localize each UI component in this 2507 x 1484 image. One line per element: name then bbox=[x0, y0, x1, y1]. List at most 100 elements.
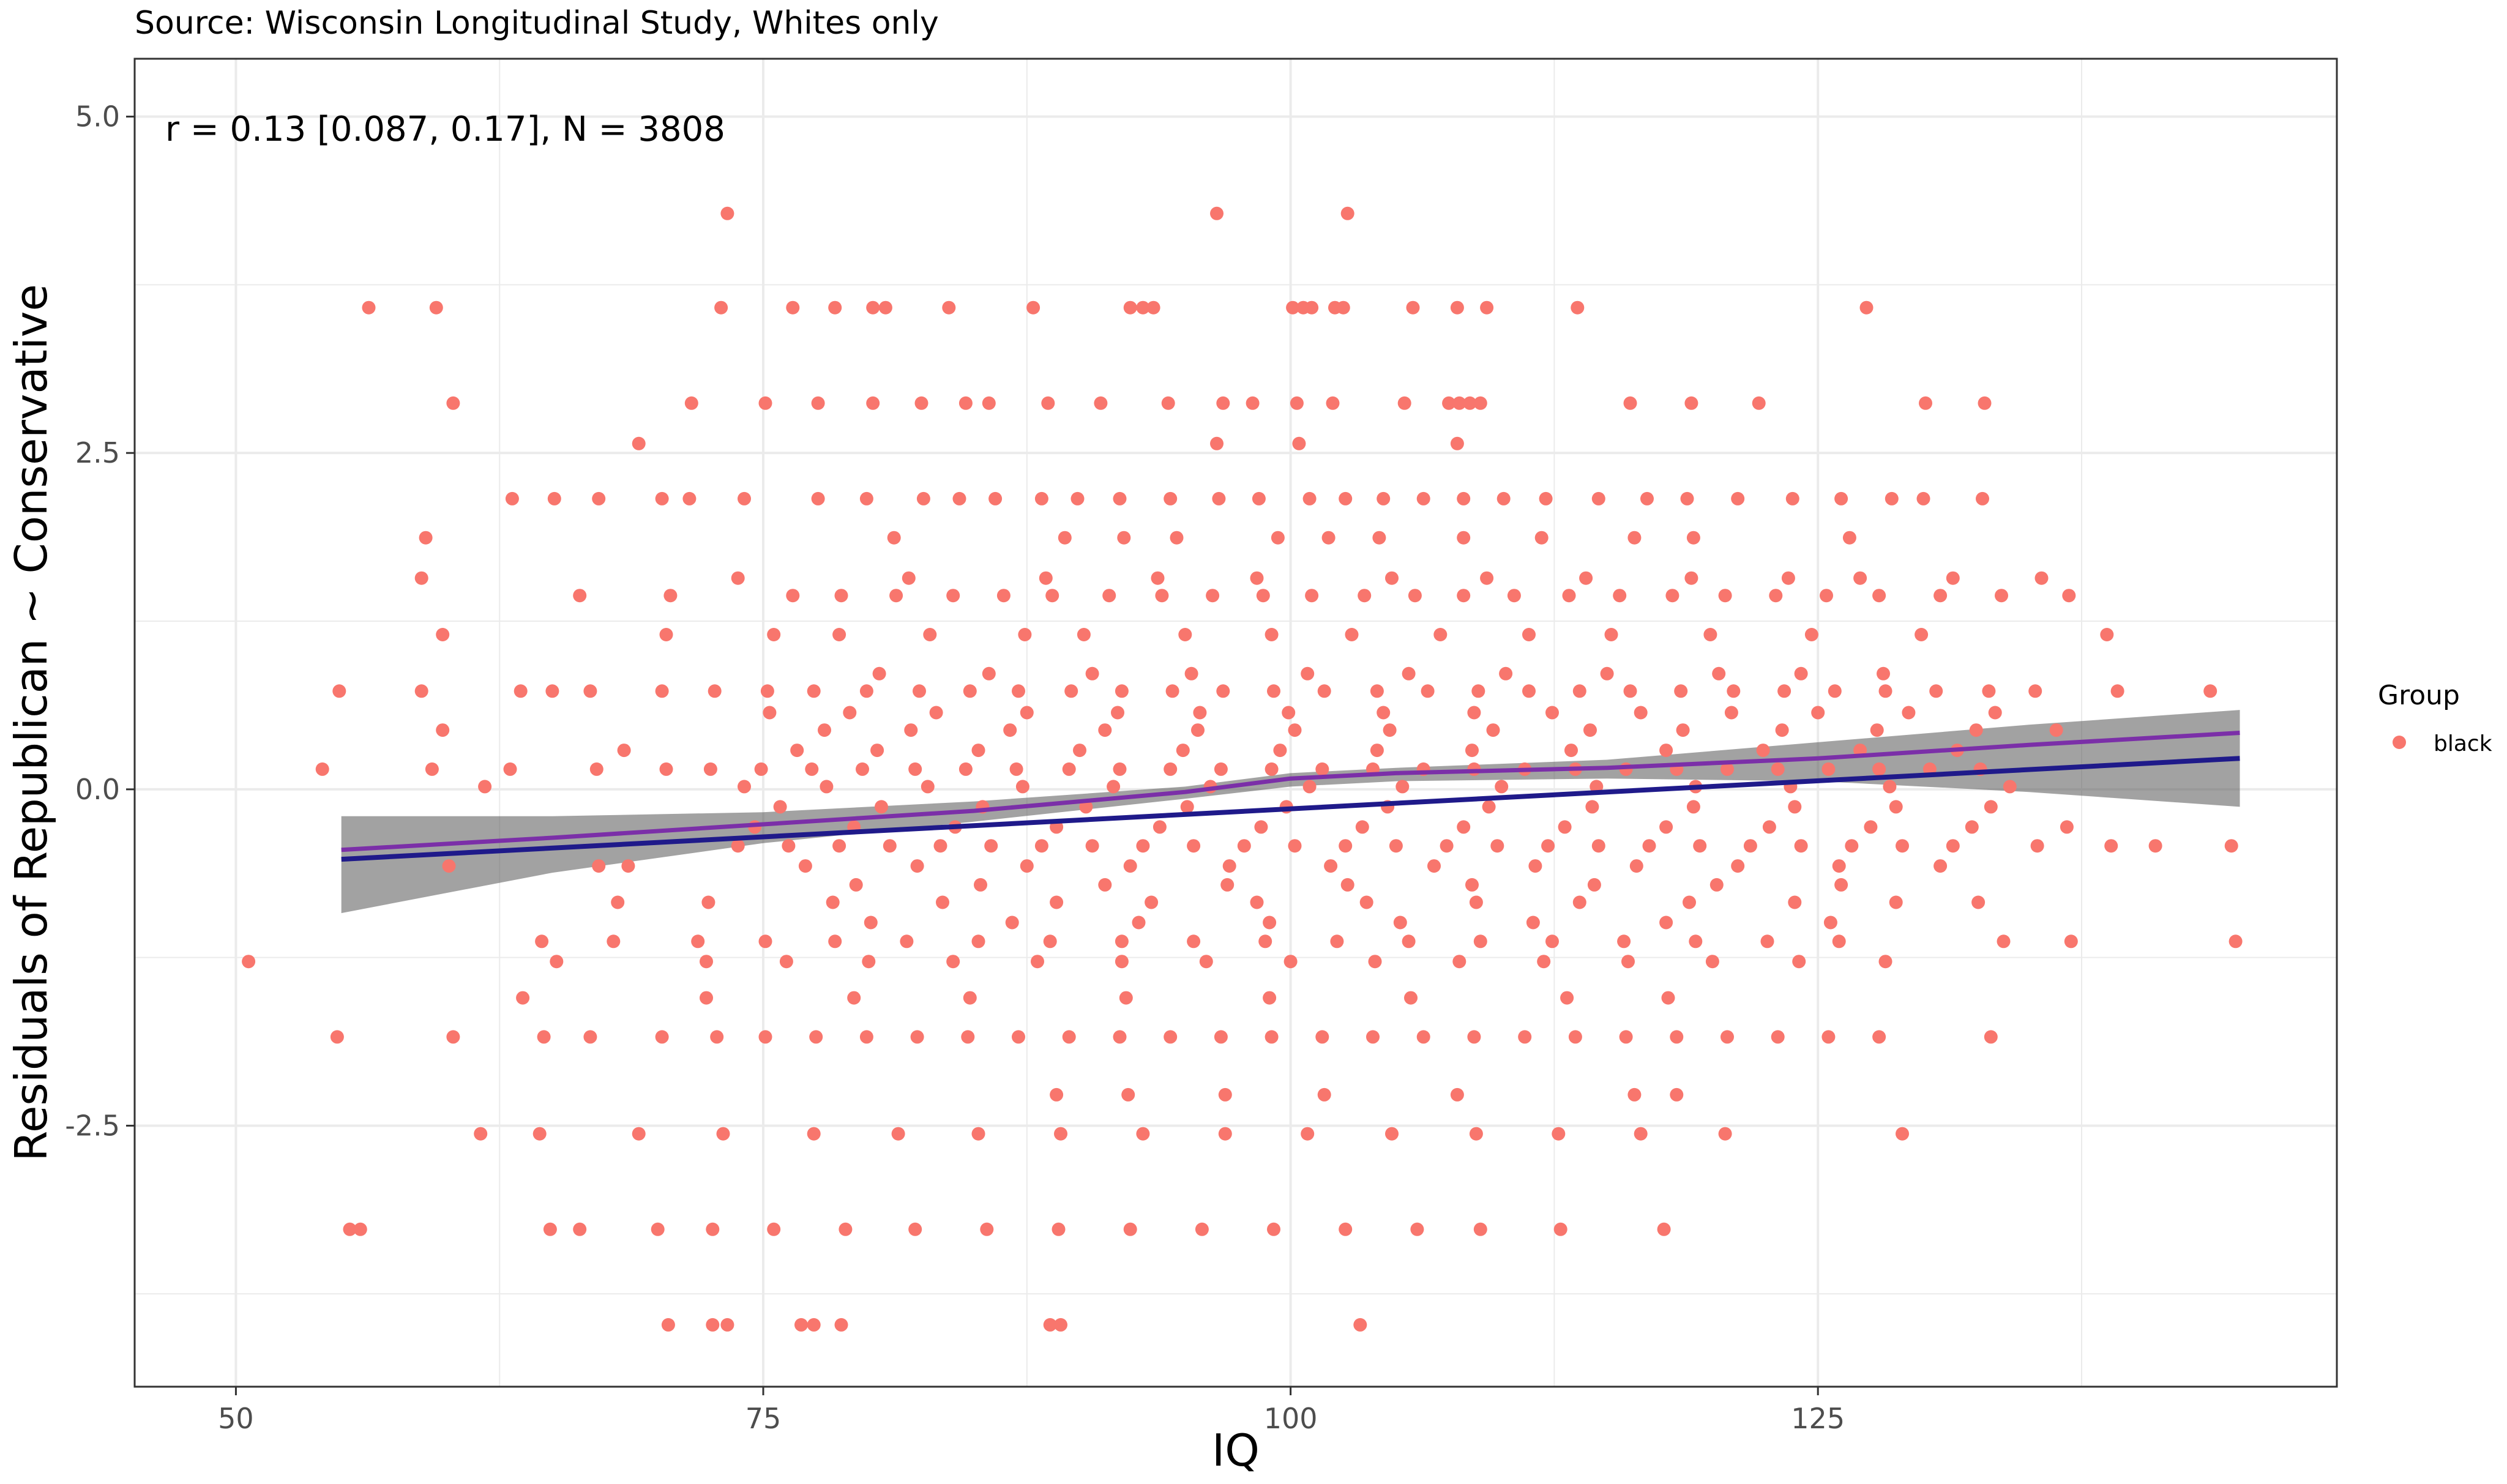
data-point bbox=[952, 491, 966, 505]
data-point bbox=[607, 934, 621, 949]
data-point bbox=[1727, 684, 1741, 698]
data-point bbox=[974, 878, 987, 892]
data-point bbox=[1781, 571, 1795, 585]
data-point bbox=[1709, 878, 1724, 892]
data-point bbox=[1539, 491, 1553, 505]
data-point bbox=[1214, 762, 1228, 776]
data-point bbox=[832, 628, 846, 641]
data-point bbox=[1305, 300, 1319, 315]
data-point bbox=[353, 1222, 367, 1236]
data-point bbox=[1184, 666, 1198, 680]
data-point bbox=[1659, 744, 1673, 758]
data-point bbox=[1421, 684, 1435, 698]
data-point bbox=[1946, 839, 1960, 853]
data-point bbox=[1919, 396, 1932, 410]
data-point bbox=[758, 396, 772, 410]
data-point bbox=[1467, 706, 1481, 720]
data-point bbox=[1823, 915, 1837, 930]
data-point bbox=[446, 396, 460, 410]
data-point bbox=[1193, 706, 1207, 720]
data-point bbox=[1336, 300, 1350, 315]
data-point bbox=[1785, 491, 1799, 505]
data-point bbox=[1012, 1030, 1025, 1044]
data-point bbox=[1457, 589, 1471, 603]
data-point bbox=[1878, 955, 1892, 969]
data-point bbox=[916, 491, 930, 505]
data-point bbox=[1377, 491, 1391, 505]
data-point bbox=[315, 762, 329, 776]
data-point bbox=[1250, 571, 1264, 585]
data-point bbox=[1123, 300, 1137, 315]
data-point bbox=[1265, 762, 1279, 776]
data-point bbox=[545, 684, 559, 698]
data-point bbox=[1250, 895, 1264, 909]
data-point bbox=[1263, 915, 1277, 930]
data-point bbox=[798, 859, 812, 873]
data-point bbox=[1558, 820, 1572, 834]
data-point bbox=[828, 934, 842, 949]
data-point bbox=[786, 300, 800, 315]
data-point bbox=[1288, 839, 1302, 853]
data-point bbox=[1153, 820, 1167, 834]
data-point bbox=[425, 762, 439, 776]
data-point bbox=[1978, 396, 1992, 410]
y-axis-title: Residuals of Republican ~ Conservative bbox=[6, 284, 57, 1161]
data-point bbox=[1995, 589, 2008, 603]
data-point bbox=[908, 1222, 922, 1236]
data-point bbox=[1372, 531, 1386, 545]
data-point bbox=[1872, 589, 1886, 603]
data-point bbox=[1339, 1222, 1353, 1236]
data-point bbox=[1604, 628, 1618, 641]
data-point bbox=[738, 780, 751, 794]
data-point bbox=[856, 762, 869, 776]
data-point bbox=[1859, 300, 1874, 315]
data-point bbox=[632, 1127, 646, 1141]
data-point bbox=[505, 491, 519, 505]
data-point bbox=[1164, 491, 1178, 505]
data-point bbox=[1102, 589, 1116, 603]
data-point bbox=[914, 396, 928, 410]
data-point bbox=[1617, 934, 1631, 949]
data-point bbox=[1191, 723, 1205, 737]
data-point bbox=[1070, 491, 1085, 505]
data-point bbox=[547, 491, 561, 505]
data-point bbox=[1572, 895, 1586, 909]
data-point bbox=[1370, 744, 1384, 758]
data-point bbox=[1465, 744, 1479, 758]
data-point bbox=[1845, 839, 1859, 853]
data-point bbox=[1317, 1087, 1331, 1102]
data-point bbox=[592, 859, 606, 873]
loess-fit-line bbox=[341, 731, 2240, 852]
y-tick-label: -2.5 bbox=[65, 1109, 120, 1142]
data-point bbox=[1971, 895, 1986, 909]
data-point bbox=[1077, 628, 1091, 641]
data-point bbox=[700, 955, 713, 969]
data-point bbox=[1469, 895, 1483, 909]
data-point bbox=[1210, 206, 1224, 220]
data-point bbox=[573, 589, 587, 603]
data-point bbox=[1534, 531, 1549, 545]
data-point bbox=[782, 839, 796, 853]
data-point bbox=[1397, 396, 1411, 410]
data-point bbox=[1031, 955, 1044, 969]
data-point bbox=[767, 1222, 781, 1236]
data-point bbox=[929, 706, 943, 720]
data-point bbox=[1794, 666, 1808, 680]
data-point bbox=[1164, 1030, 1178, 1044]
fit-lines bbox=[341, 731, 2240, 862]
data-point bbox=[758, 934, 772, 949]
data-point bbox=[537, 1030, 551, 1044]
data-point bbox=[1693, 839, 1707, 853]
data-point bbox=[714, 300, 728, 315]
data-point bbox=[1792, 955, 1806, 969]
data-point bbox=[1165, 684, 1179, 698]
data-point bbox=[1113, 491, 1127, 505]
data-point bbox=[1136, 839, 1150, 853]
y-tick-label: 2.5 bbox=[75, 436, 120, 469]
data-point bbox=[1212, 491, 1226, 505]
data-point bbox=[720, 1318, 734, 1332]
data-point bbox=[589, 762, 603, 776]
data-point bbox=[474, 1127, 488, 1141]
data-point bbox=[242, 955, 256, 969]
data-point bbox=[818, 723, 831, 737]
